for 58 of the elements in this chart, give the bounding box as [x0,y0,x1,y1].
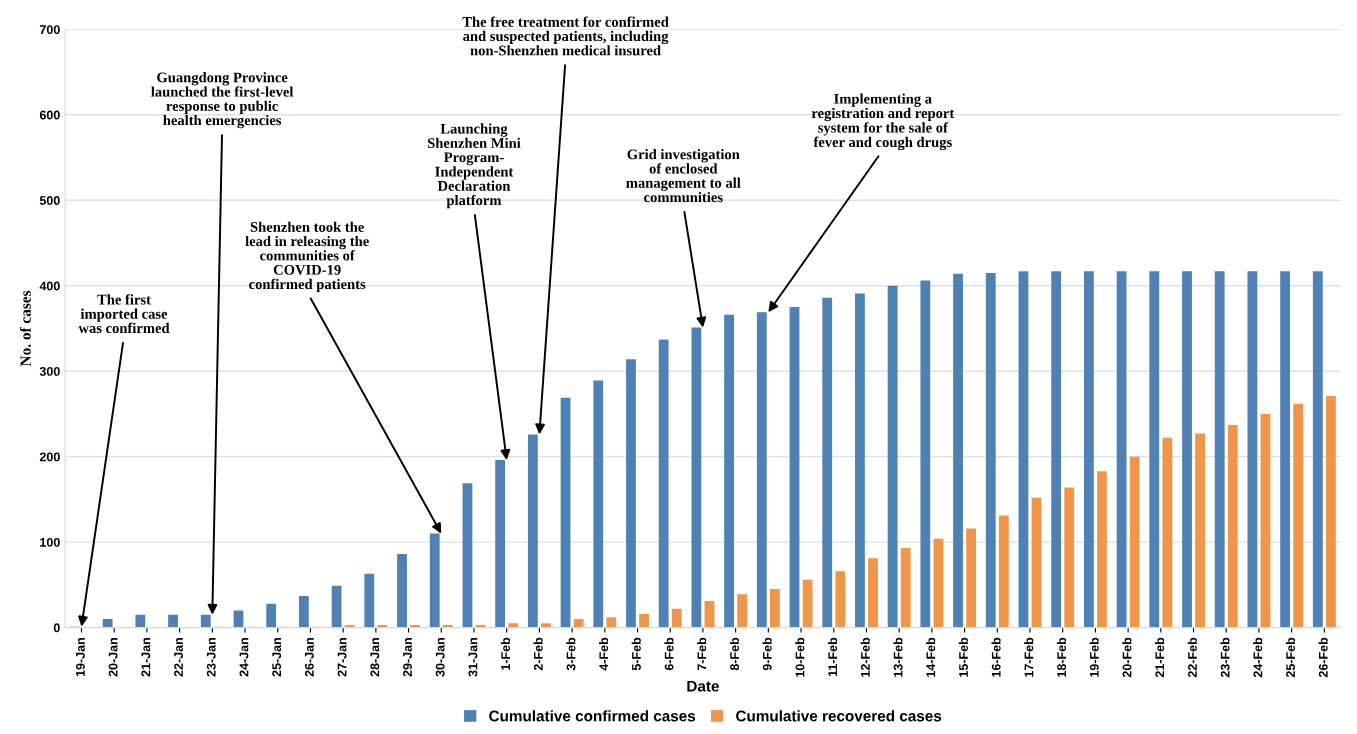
x-tick-label: 3-Feb [566,637,576,671]
x-tick-label: 8-Feb [729,637,739,671]
x-tick-label: 27-Jan [337,638,347,677]
x-tick-label: 23-Feb [1220,637,1230,678]
x-tick-label: 25-Feb [1285,637,1296,678]
annotation: Grid investigation of enclosed management to all communities [626,149,741,203]
legend-label: Cumulative recovered cases [736,710,942,722]
y-tick-label: 400 [39,281,60,291]
x-tick-label: 25-Jan [272,638,282,677]
x-tick-label: 16-Feb [991,637,1001,677]
x-tick-label: 19-Feb [1089,637,1099,677]
y-tick-label: 500 [39,196,60,205]
x-tick-label: 20-Feb [1122,637,1132,678]
x-tick-label: 10-Feb [795,637,805,677]
x-tick-label: 15-Feb [958,637,968,677]
x-tick-label: 21-Feb [1155,637,1165,678]
annotation: Implementing a registration and report system for the sale of fever and cough drugs [811,93,955,151]
x-tick-label: 7-Feb [697,637,707,671]
x-tick-label: 22-Feb [1187,637,1197,678]
x-tick-label: 18-Feb [1056,637,1067,677]
y-tick-label: 600 [39,110,60,120]
y-tick-label: 700 [39,25,60,35]
x-tick-label: 2-Feb [533,637,543,671]
x-tick-label: 20-Jan [108,638,118,677]
x-tick-label: 1-Feb [500,637,511,670]
x-tick-label: 26-Feb [1318,637,1328,678]
x-tick-label: 21-Jan [141,638,151,677]
y-tick-label: 100 [40,537,60,547]
annotation: The first imported case was confirmed [78,294,170,334]
annotation: Guangdong Province launched the first-level response to public health emergencies [151,72,294,129]
x-tick-label: 11-Feb [827,637,838,677]
annotation: The free treatment for confirmed and suspected patients, including non-Shenzhen medical insured [462,16,669,56]
y-axis-title: No. of cases [19,290,31,367]
x-tick-label: 28-Jan [370,638,380,677]
y-tick-label: 300 [39,367,60,376]
x-tick-label: 14-Feb [926,637,936,677]
y-tick-label: 200 [39,452,60,462]
annotation: Shenzhen took the lead in releasing the communities of COVID-19 confirmed patients [245,221,369,293]
x-tick-label: 23-Jan [206,638,216,677]
x-axis-title: Date [687,680,719,692]
x-tick-label: 4-Feb [598,637,609,671]
x-tick-label: 5-Feb [631,637,641,671]
x-tick-label: 6-Feb [664,637,674,671]
x-tick-label: 19-Jan [75,638,85,677]
annotation: Launching Shenzhen Mini Program- Independent Declaration platform [427,123,521,209]
x-tick-label: 17-Feb [1024,637,1034,677]
legend-label: Cumulative confirmed cases [489,710,696,722]
x-tick-label: 24-Feb [1253,637,1263,678]
x-tick-label: 26-Jan [304,638,314,677]
x-tick-label: 24-Jan [239,638,249,677]
x-tick-label: 22-Jan [174,638,183,677]
x-tick-label: 12-Feb [860,637,870,677]
x-tick-label: 9-Feb [762,637,772,671]
x-tick-label: 30-Jan [435,638,445,677]
x-tick-label: 13-Feb [893,637,903,677]
x-tick-label: 29-Jan [403,638,412,677]
x-tick-label: 31-Jan [468,638,478,677]
y-tick-label: 0 [53,623,60,633]
